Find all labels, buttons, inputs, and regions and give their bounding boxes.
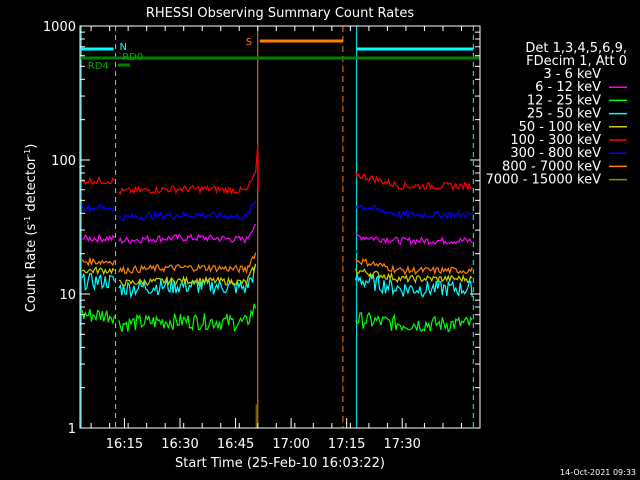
legend-label: 300 - 800 keV [510, 146, 601, 161]
legend-label: 12 - 25 keV [527, 93, 601, 108]
legend-label: 25 - 50 keV [527, 107, 601, 122]
y-axis-label-mid: detector [24, 156, 39, 216]
x-tick-label: 17:15 [328, 437, 365, 452]
x-tick-label: 17:30 [383, 437, 420, 452]
y-tick-label: 100 [51, 154, 76, 169]
series-line-300-800kev [81, 200, 473, 223]
y-axis-label-main: Count Rate (s [24, 224, 39, 313]
legend: Det 1,3,4,5,6,9, FDecim 1, Att 0 3 - 6 k… [486, 41, 627, 188]
legend-label: 100 - 300 keV [510, 133, 601, 148]
y-tick-label: 1000 [43, 20, 76, 35]
flare-spike [254, 144, 259, 190]
x-axis-label: Start Time (25-Feb-10 16:03:22) [175, 456, 385, 471]
axes: 1 10 100 1000 16:15 16:30 16:45 17:00 17:15 17:30 [43, 20, 481, 452]
series-line-12-25kev [81, 303, 473, 333]
plot-area: N S RD0 RD4 [80, 26, 480, 428]
night-flag-label: N [120, 42, 127, 53]
chart-title: RHESSI Observing Summary Count Rates [146, 6, 415, 21]
legend-header-1: Det 1,3,4,5,6,9, [525, 41, 627, 56]
x-tick-label: 17:00 [272, 437, 309, 452]
series-line-50-100kev [81, 263, 473, 287]
y-tick-label: 10 [59, 288, 76, 303]
series-line-100-300kev [81, 171, 473, 196]
timestamp: 14-Oct-2021 09:33 [560, 468, 636, 477]
legend-label: 800 - 7000 keV [502, 159, 601, 174]
rd4-flag-label: RD4 [88, 61, 109, 72]
x-tick-label: 16:45 [217, 437, 254, 452]
legend-label: 6 - 12 keV [535, 80, 601, 95]
y-tick-label: 1 [68, 422, 76, 437]
legend-label: 7000 - 15000 keV [486, 173, 602, 188]
rd0-flag-label: RD0 [122, 52, 143, 63]
y-axis-label-sup2: -1 [23, 149, 32, 157]
legend-label: 3 - 6 keV [543, 67, 601, 82]
y-axis-label: Count Rate (s-1 detector-1) [23, 144, 39, 313]
y-axis-label-end: ) [24, 144, 39, 149]
legend-label: 50 - 100 keV [519, 120, 602, 135]
series-line-800-7000kev [81, 252, 473, 276]
series-line-6-12kev [81, 223, 473, 246]
plot-frame [79, 25, 481, 429]
saa-flag-label: S [246, 37, 252, 48]
x-tick-label: 16:30 [161, 437, 198, 452]
x-tick-label: 16:15 [106, 437, 143, 452]
legend-header-2: FDecim 1, Att 0 [526, 54, 627, 69]
series-line-3-6kev [82, 240, 473, 262]
y-axis-label-sup1: -1 [23, 216, 32, 224]
